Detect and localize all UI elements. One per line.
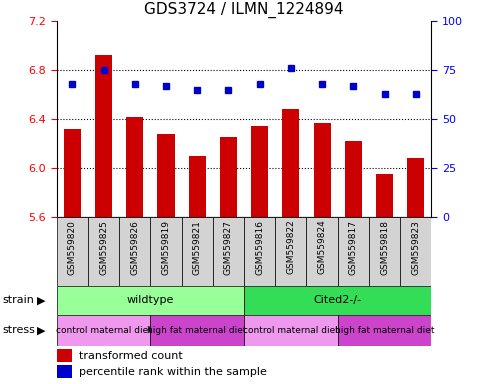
Text: control maternal diet: control maternal diet (243, 326, 339, 335)
Bar (57, 315, 150, 346)
Bar (220, 137, 237, 217)
Bar (369, 217, 400, 286)
Text: GSM559823: GSM559823 (411, 220, 420, 275)
Bar (244, 286, 431, 315)
Text: transformed count: transformed count (79, 351, 183, 361)
Bar (338, 315, 431, 346)
Text: GSM559820: GSM559820 (68, 220, 77, 275)
Text: GSM559824: GSM559824 (317, 220, 326, 275)
Text: percentile rank within the sample: percentile rank within the sample (79, 367, 267, 377)
Bar (189, 156, 206, 217)
Text: GSM559827: GSM559827 (224, 220, 233, 275)
Bar (150, 315, 244, 346)
Text: Cited2-/-: Cited2-/- (314, 295, 362, 306)
Bar (57, 217, 88, 286)
Bar (338, 217, 369, 286)
Text: GSM559826: GSM559826 (130, 220, 139, 275)
Bar (181, 217, 213, 286)
Bar (307, 217, 338, 286)
Bar (244, 217, 275, 286)
Bar (157, 134, 175, 217)
Bar (275, 217, 307, 286)
Text: GSM559818: GSM559818 (380, 220, 389, 275)
Bar (345, 141, 362, 217)
Bar (64, 129, 81, 217)
Bar (407, 158, 424, 217)
Text: GSM559821: GSM559821 (193, 220, 202, 275)
Bar (119, 217, 150, 286)
Text: GSM559817: GSM559817 (349, 220, 358, 275)
Bar (251, 126, 268, 217)
Bar (376, 174, 393, 217)
Text: ▶: ▶ (37, 325, 45, 335)
Text: strain: strain (2, 295, 35, 306)
Text: GSM559825: GSM559825 (99, 220, 108, 275)
Text: GSM559822: GSM559822 (286, 220, 295, 275)
Text: GSM559819: GSM559819 (162, 220, 171, 275)
Bar (213, 217, 244, 286)
Title: GDS3724 / ILMN_1224894: GDS3724 / ILMN_1224894 (144, 2, 344, 18)
Bar (400, 217, 431, 286)
Text: stress: stress (2, 325, 35, 335)
Text: ▶: ▶ (37, 295, 45, 306)
Text: GSM559816: GSM559816 (255, 220, 264, 275)
Bar (57, 286, 244, 315)
Bar (95, 55, 112, 217)
Bar (244, 315, 338, 346)
Bar (314, 123, 331, 217)
Text: high fat maternal diet: high fat maternal diet (335, 326, 434, 335)
Bar (57, 349, 71, 362)
Text: high fat maternal diet: high fat maternal diet (147, 326, 247, 335)
Text: control maternal diet: control maternal diet (56, 326, 151, 335)
Bar (126, 117, 143, 217)
Bar (88, 217, 119, 286)
Text: wildtype: wildtype (127, 295, 174, 306)
Bar (150, 217, 181, 286)
Bar (57, 365, 71, 379)
Bar (282, 109, 299, 217)
